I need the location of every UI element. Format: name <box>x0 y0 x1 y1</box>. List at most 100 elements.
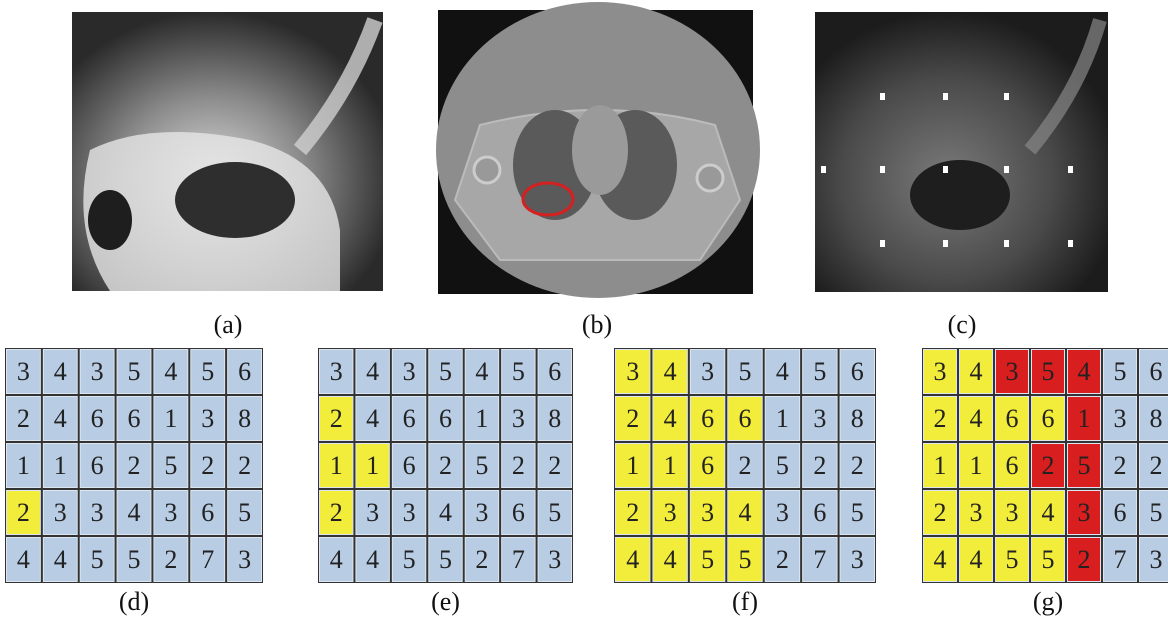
cell-number: 4 <box>664 545 677 574</box>
cell-number: 3 <box>366 498 379 527</box>
cell-number: 4 <box>739 498 752 527</box>
cell-number: 3 <box>330 357 343 386</box>
cell-number: 3 <box>1114 404 1127 433</box>
cell-number: 4 <box>54 357 67 386</box>
grid-panel: 34354562466138116252223343654455273 <box>5 348 263 583</box>
cell-number: 3 <box>403 498 416 527</box>
cell-number: 5 <box>512 357 525 386</box>
cell-number: 2 <box>1078 545 1091 574</box>
cell-number: 5 <box>739 357 752 386</box>
cell-number: 4 <box>664 404 677 433</box>
cell-number: 8 <box>548 404 561 433</box>
cell-number: 1 <box>1078 404 1091 433</box>
cell-number: 7 <box>512 545 525 574</box>
cell-number: 3 <box>664 498 677 527</box>
cell-number: 5 <box>128 357 141 386</box>
cell-number: 2 <box>439 451 452 480</box>
image-a <box>72 12 383 291</box>
cell-number: 5 <box>1042 357 1055 386</box>
cell-number: 4 <box>626 545 639 574</box>
cell-number: 4 <box>934 545 947 574</box>
cell-number: 3 <box>626 357 639 386</box>
cell-number: 4 <box>54 545 67 574</box>
cell-number: 4 <box>776 357 789 386</box>
cell-number: 6 <box>813 498 826 527</box>
cell-number: 6 <box>1150 357 1163 386</box>
cell-number: 4 <box>475 357 488 386</box>
cell-number: 3 <box>1150 545 1163 574</box>
cell-number: 6 <box>851 357 864 386</box>
cell-number: 3 <box>934 357 947 386</box>
cell-number: 3 <box>776 498 789 527</box>
cell-number: 5 <box>164 451 177 480</box>
caption: (b) <box>582 310 612 339</box>
cell-number: 5 <box>813 357 826 386</box>
cell-number: 2 <box>17 498 30 527</box>
cell-number: 4 <box>330 545 343 574</box>
cell-number: 2 <box>1114 451 1127 480</box>
cell-number: 2 <box>164 545 177 574</box>
cell-number: 6 <box>1006 404 1019 433</box>
image-c <box>815 12 1108 292</box>
cell-number: 5 <box>701 545 714 574</box>
cell-number: 3 <box>512 404 525 433</box>
cell-number: 7 <box>201 545 214 574</box>
cell-number: 8 <box>1150 404 1163 433</box>
cell-number: 5 <box>1006 545 1019 574</box>
caption: (g) <box>1033 587 1063 616</box>
cell-number: 6 <box>403 451 416 480</box>
cell-number: 6 <box>1042 404 1055 433</box>
cell-number: 3 <box>970 498 983 527</box>
cell-number: 3 <box>813 404 826 433</box>
cell-number: 2 <box>851 451 864 480</box>
cell-number: 3 <box>91 498 104 527</box>
cell-number: 4 <box>1042 498 1055 527</box>
cell-number: 2 <box>128 451 141 480</box>
cell-number: 1 <box>475 404 488 433</box>
cell-number: 5 <box>851 498 864 527</box>
cell-number: 3 <box>17 357 30 386</box>
cell-number: 1 <box>164 404 177 433</box>
cell-number: 4 <box>1078 357 1091 386</box>
cell-number: 4 <box>164 357 177 386</box>
cell-number: 6 <box>1006 451 1019 480</box>
cell-number: 2 <box>512 451 525 480</box>
cell-number: 4 <box>366 545 379 574</box>
cell-number: 2 <box>548 451 561 480</box>
caption: (d) <box>119 587 149 616</box>
cell-number: 3 <box>701 357 714 386</box>
cell-number: 6 <box>1114 498 1127 527</box>
cell-number: 2 <box>201 451 214 480</box>
cell-number: 5 <box>403 545 416 574</box>
cell-number: 6 <box>201 498 214 527</box>
cell-number: 2 <box>934 404 947 433</box>
cell-number: 7 <box>1114 545 1127 574</box>
cell-number: 5 <box>201 357 214 386</box>
cell-number: 2 <box>475 545 488 574</box>
cell-number: 5 <box>548 498 561 527</box>
cell-number: 5 <box>439 357 452 386</box>
cell-number: 4 <box>970 404 983 433</box>
cell-number: 5 <box>1078 451 1091 480</box>
cell-number: 6 <box>91 451 104 480</box>
cell-number: 2 <box>330 404 343 433</box>
cell-number: 3 <box>1006 498 1019 527</box>
cell-number: 4 <box>54 404 67 433</box>
cell-number: 3 <box>548 545 561 574</box>
grid-panel: 34354562466138116252223343654455273 <box>922 348 1168 583</box>
cell-number: 8 <box>238 404 251 433</box>
cell-number: 6 <box>439 404 452 433</box>
cell-number: 5 <box>1150 498 1163 527</box>
cell-number: 7 <box>813 545 826 574</box>
cell-number: 6 <box>701 451 714 480</box>
cell-number: 5 <box>475 451 488 480</box>
cell-number: 3 <box>475 498 488 527</box>
cell-number: 6 <box>701 404 714 433</box>
cell-number: 3 <box>201 404 214 433</box>
cell-number: 3 <box>403 357 416 386</box>
cell-number: 2 <box>626 498 639 527</box>
grid-panel: 34354562466138116252223343654455273 <box>614 348 876 583</box>
cell-number: 4 <box>970 357 983 386</box>
cell-number: 4 <box>439 498 452 527</box>
caption: (f) <box>732 587 758 616</box>
